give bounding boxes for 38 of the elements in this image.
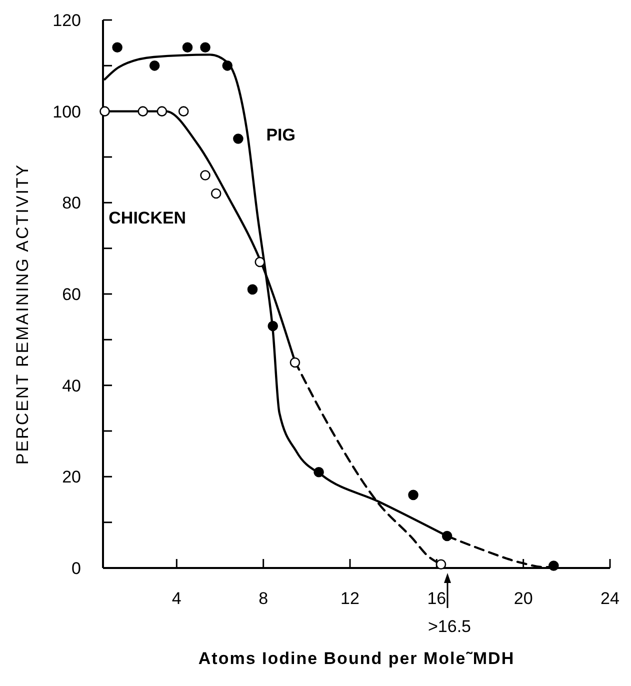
point (112, 42, 122, 53)
annotation: >16.5 (428, 617, 472, 636)
point (247, 284, 258, 295)
point (182, 42, 193, 53)
y-tick-label: 40 (62, 376, 81, 396)
point (442, 530, 452, 542)
y-tick-label: 120 (52, 10, 81, 30)
series-label: PIG (266, 126, 296, 145)
y-axis-title: PERCENT REMAINING ACTIVITY (13, 163, 32, 465)
point (548, 560, 559, 571)
point (254, 256, 266, 268)
point (314, 466, 324, 478)
point (178, 106, 189, 116)
point (233, 134, 244, 144)
x-tick-label: 12 (340, 589, 360, 608)
y-tick-label: 80 (62, 194, 81, 213)
point (210, 188, 222, 199)
point (268, 320, 278, 332)
series-label: CHICKEN (108, 208, 186, 228)
point (408, 490, 418, 500)
point (200, 42, 210, 53)
x-tick-label: 16 (427, 589, 446, 608)
point (290, 357, 300, 368)
x-tick-label: 8 (258, 589, 268, 608)
y-tick-label: 60 (62, 284, 81, 304)
point (138, 106, 148, 116)
y-tick-label: 100 (52, 102, 81, 122)
y-tick-label: 0 (72, 558, 81, 578)
point (436, 559, 446, 570)
y-tick-label: 20 (62, 468, 81, 487)
x-axis-title: Atoms Iodine Bound per Mole˜MDH (198, 649, 515, 668)
point (200, 170, 210, 180)
x-tick-label: 24 (600, 589, 620, 608)
x-tick-label: 4 (172, 589, 182, 608)
point (222, 60, 233, 71)
point (156, 106, 168, 116)
x-tick-label: 20 (514, 589, 533, 608)
point (149, 60, 160, 71)
